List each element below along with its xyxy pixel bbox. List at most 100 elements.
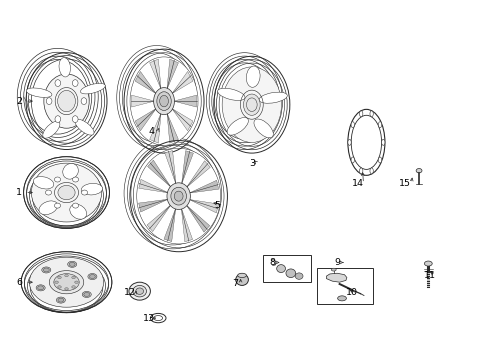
Ellipse shape: [49, 271, 83, 294]
Ellipse shape: [72, 177, 79, 182]
Ellipse shape: [44, 74, 89, 128]
Bar: [316, 268, 372, 304]
Polygon shape: [135, 108, 156, 131]
Text: 9: 9: [333, 258, 340, 267]
Ellipse shape: [55, 80, 61, 86]
Polygon shape: [167, 113, 178, 143]
Ellipse shape: [174, 191, 183, 201]
Ellipse shape: [72, 286, 75, 288]
Ellipse shape: [38, 286, 43, 290]
Ellipse shape: [347, 139, 350, 145]
Polygon shape: [139, 179, 168, 193]
Text: 12: 12: [123, 288, 136, 297]
Ellipse shape: [55, 281, 58, 283]
Ellipse shape: [89, 275, 95, 279]
Bar: [262, 255, 311, 282]
Polygon shape: [171, 108, 193, 131]
Ellipse shape: [36, 285, 45, 291]
Ellipse shape: [359, 168, 362, 174]
Ellipse shape: [64, 288, 68, 290]
Ellipse shape: [41, 267, 51, 273]
Ellipse shape: [243, 94, 260, 115]
Polygon shape: [135, 72, 156, 94]
Ellipse shape: [378, 122, 381, 128]
Ellipse shape: [415, 168, 421, 173]
Text: 7: 7: [231, 279, 237, 288]
Ellipse shape: [58, 286, 61, 288]
Ellipse shape: [424, 261, 431, 266]
Ellipse shape: [330, 268, 335, 271]
Polygon shape: [189, 199, 218, 213]
Text: 10: 10: [345, 288, 357, 297]
Ellipse shape: [81, 84, 105, 94]
Ellipse shape: [54, 274, 79, 291]
Polygon shape: [181, 208, 192, 242]
Text: 11: 11: [423, 270, 435, 279]
Ellipse shape: [295, 273, 303, 279]
Ellipse shape: [133, 285, 146, 297]
Polygon shape: [186, 161, 210, 188]
Ellipse shape: [75, 281, 78, 283]
Ellipse shape: [59, 58, 70, 77]
Ellipse shape: [56, 297, 65, 303]
Text: 13: 13: [143, 314, 155, 323]
Polygon shape: [131, 95, 154, 107]
Ellipse shape: [136, 288, 143, 294]
Text: 3: 3: [248, 159, 254, 168]
Ellipse shape: [81, 98, 86, 104]
Ellipse shape: [64, 274, 68, 277]
Ellipse shape: [285, 269, 295, 278]
Text: 8: 8: [269, 258, 275, 267]
Polygon shape: [186, 205, 209, 232]
Ellipse shape: [69, 262, 75, 266]
Ellipse shape: [70, 204, 86, 219]
Ellipse shape: [58, 185, 75, 200]
Ellipse shape: [83, 292, 89, 296]
Ellipse shape: [359, 111, 362, 117]
Ellipse shape: [31, 163, 102, 222]
Ellipse shape: [253, 119, 273, 138]
Polygon shape: [139, 199, 168, 212]
Ellipse shape: [46, 98, 52, 104]
Text: 2: 2: [16, 96, 22, 105]
Ellipse shape: [72, 80, 78, 86]
Ellipse shape: [82, 291, 91, 297]
Ellipse shape: [170, 187, 186, 205]
Ellipse shape: [130, 57, 198, 145]
Ellipse shape: [26, 88, 52, 97]
Ellipse shape: [88, 274, 97, 280]
Ellipse shape: [58, 298, 63, 302]
Ellipse shape: [246, 66, 260, 87]
Ellipse shape: [72, 116, 78, 122]
Polygon shape: [147, 205, 171, 231]
Polygon shape: [167, 59, 178, 89]
Ellipse shape: [54, 177, 61, 182]
Ellipse shape: [378, 157, 381, 163]
Text: 1: 1: [16, 188, 22, 197]
Polygon shape: [171, 72, 193, 94]
Ellipse shape: [350, 122, 354, 128]
Ellipse shape: [54, 203, 61, 208]
Ellipse shape: [55, 116, 61, 122]
Ellipse shape: [58, 276, 61, 279]
Polygon shape: [164, 150, 176, 184]
Polygon shape: [149, 113, 161, 143]
Ellipse shape: [72, 276, 75, 279]
Ellipse shape: [159, 95, 168, 107]
Polygon shape: [149, 59, 161, 89]
Text: 4: 4: [148, 127, 155, 136]
Polygon shape: [189, 180, 218, 193]
Ellipse shape: [259, 92, 287, 103]
Ellipse shape: [166, 183, 190, 210]
Ellipse shape: [153, 87, 174, 114]
Ellipse shape: [235, 274, 248, 285]
Ellipse shape: [45, 190, 51, 195]
Ellipse shape: [43, 121, 60, 138]
Ellipse shape: [43, 268, 49, 272]
Polygon shape: [326, 273, 346, 282]
Ellipse shape: [217, 88, 244, 100]
Ellipse shape: [337, 296, 346, 301]
Ellipse shape: [276, 265, 285, 273]
Ellipse shape: [29, 257, 103, 307]
Ellipse shape: [381, 139, 384, 145]
